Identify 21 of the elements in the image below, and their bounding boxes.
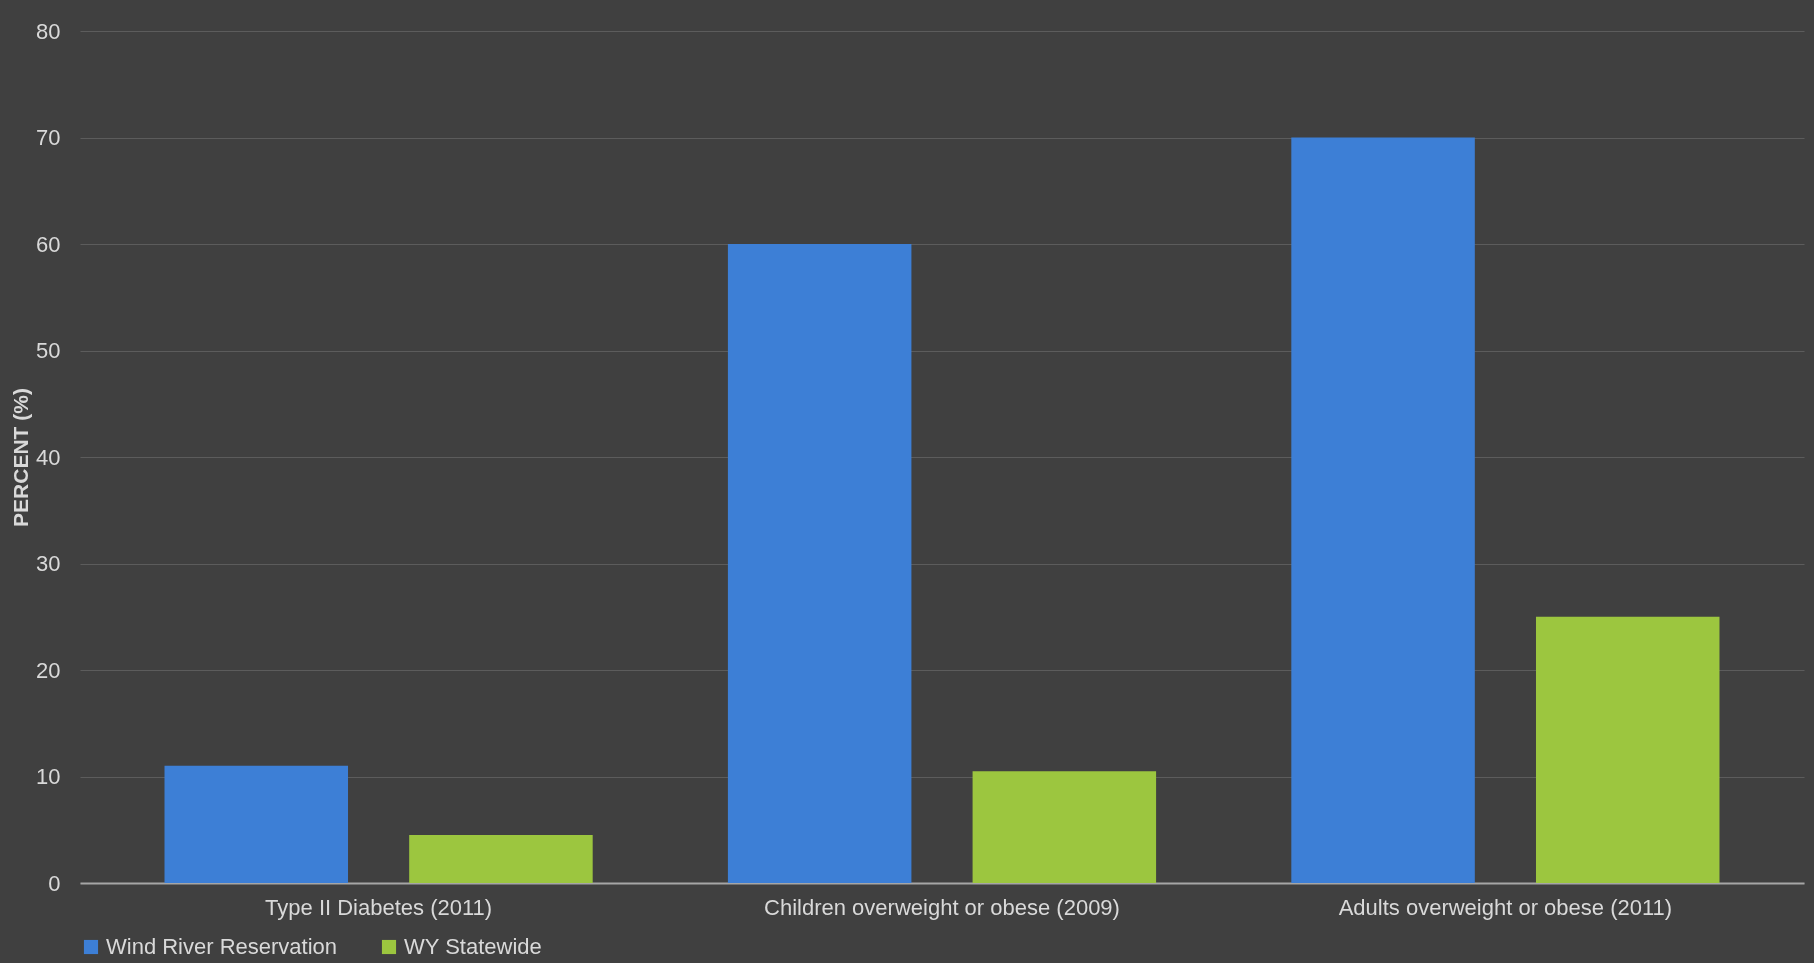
y-tick-label: 70 [36, 125, 61, 150]
bar [409, 835, 593, 883]
y-tick-label: 10 [36, 764, 61, 789]
y-tick-label: 40 [36, 444, 61, 470]
bar [164, 765, 349, 883]
x-tick-label: Children overweight or obese (2009) [764, 894, 1120, 920]
y-tick-label: 0 [48, 870, 61, 896]
y-axis-title: PERCENT (%) [9, 388, 33, 527]
bar [972, 771, 1157, 883]
x-tick-label: Adults overweight or obese (2011) [1338, 894, 1673, 920]
y-tick-label: 30 [36, 551, 61, 576]
y-tick-label: 50 [36, 338, 61, 363]
y-tick-label: 20 [36, 657, 61, 683]
bar [727, 244, 912, 883]
legend-label: WY Statewide [404, 934, 542, 959]
legend-label: Wind River Reservation [106, 934, 338, 959]
bar [1535, 616, 1720, 883]
y-tick-label: 60 [36, 231, 61, 257]
bar [1291, 137, 1475, 883]
y-tick-label: 80 [36, 18, 61, 44]
x-tick-label: Type II Diabetes (2011) [265, 894, 493, 920]
